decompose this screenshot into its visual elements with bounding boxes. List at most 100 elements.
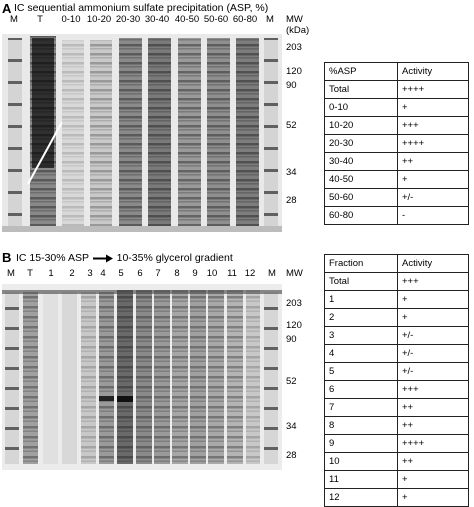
table-cell: +/-: [397, 188, 469, 207]
panel-b-mw-header: MW: [286, 268, 303, 279]
table-cell: 30-40: [324, 152, 398, 171]
lane-label: 40-50: [174, 14, 200, 25]
lane-label: M: [10, 14, 18, 25]
panel-b-activity-table: Fraction Activity Total +++ 1 + 2 + 3 +/- 4 +…: [324, 254, 469, 507]
table-cell: 2: [324, 308, 398, 327]
table-header-cell: %ASP: [324, 62, 398, 81]
mw-marker-label: 120: [286, 320, 302, 331]
table-cell: 4: [324, 344, 398, 363]
table-header-cell: Activity: [397, 254, 469, 273]
mw-marker-label: 28: [286, 450, 297, 461]
mw-marker-label: 28: [286, 195, 297, 206]
panel-a-letter: A: [2, 1, 12, 16]
lane-label: M: [266, 14, 274, 25]
table-cell: +/-: [397, 362, 469, 381]
table-cell: 10-20: [324, 116, 398, 135]
table-header-cell: Activity: [397, 62, 469, 81]
mw-marker-label: 203: [286, 298, 302, 309]
table-cell: 0-10: [324, 98, 398, 117]
table-cell: 11: [324, 470, 398, 489]
table-row: 1 +: [324, 290, 469, 309]
mw-marker-label: 90: [286, 334, 297, 345]
lane-label: 2: [69, 268, 75, 279]
table-cell: ++++: [397, 80, 469, 99]
table-cell: ++: [397, 452, 469, 471]
table-row: Total +++: [324, 272, 469, 291]
mw-marker-label: 52: [286, 376, 297, 387]
table-cell: +: [397, 170, 469, 189]
mw-marker-label: 90: [286, 80, 297, 91]
table-row: 20-30 ++++: [324, 134, 469, 153]
lane-label: 60-80: [232, 14, 258, 25]
lane-label: 8: [174, 268, 180, 279]
mw-header-label: MW: [286, 14, 303, 25]
mw-marker-label: 120: [286, 66, 302, 77]
lane-label: 9: [192, 268, 198, 279]
table-row: 4 +/-: [324, 344, 469, 363]
table-cell: +: [397, 470, 469, 489]
mw-marker-label: 52: [286, 120, 297, 131]
panel-a-activity-table: %ASP Activity Total ++++ 0-10 + 10-20 +++ 2…: [324, 62, 469, 225]
table-row: 8 ++: [324, 416, 469, 435]
table-header-cell: Fraction: [324, 254, 398, 273]
table-cell: +++: [397, 116, 469, 135]
table-row: 6 +++: [324, 380, 469, 399]
panel-b-title-right: 10-35% glycerol gradient: [116, 252, 233, 264]
table-cell: -: [397, 206, 469, 225]
table-header-row: Fraction Activity: [324, 254, 469, 273]
table-cell: Total: [324, 272, 398, 291]
panel-a-gel-image: [2, 34, 282, 232]
table-row: 60-80-: [324, 206, 469, 225]
table-cell: ++++: [397, 134, 469, 153]
lane-label: 10: [206, 268, 218, 279]
panel-b-letter: B: [2, 250, 12, 265]
table-row: 10 ++: [324, 452, 469, 471]
lane-label: 1: [48, 268, 54, 279]
panel-a-gel-svg: [2, 34, 282, 232]
table-header-row: %ASP Activity: [324, 62, 469, 81]
lane-label: M: [7, 268, 15, 279]
table-row: 50-60 +/-: [324, 188, 469, 207]
mw-marker-label: 34: [286, 421, 297, 432]
table-cell: ++: [397, 398, 469, 417]
table-cell: +/-: [397, 344, 469, 363]
table-row: 40-50 +: [324, 170, 469, 189]
table-row: 0-10 +: [324, 98, 469, 117]
lane-label: 6: [137, 268, 143, 279]
lane-label: T: [27, 268, 33, 279]
lane-label: T: [37, 14, 43, 25]
panel-b-gel-svg: [2, 284, 282, 470]
table-cell: +++: [397, 272, 469, 291]
panel-a-mw-header: MW (kDa): [286, 14, 309, 36]
panel-b-gel-image: [2, 284, 282, 470]
table-cell: 8: [324, 416, 398, 435]
mw-marker-label: 203: [286, 42, 302, 53]
table-cell: 6: [324, 380, 398, 399]
table-cell: +: [397, 488, 469, 507]
table-cell: ++: [397, 152, 469, 171]
table-cell: +: [397, 98, 469, 117]
arrow-right-icon: [92, 254, 113, 263]
table-cell: 7: [324, 398, 398, 417]
panel-b-title-left: IC 15-30% ASP: [16, 252, 89, 264]
lane-label: 30-40: [144, 14, 170, 25]
table-row: 10-20 +++: [324, 116, 469, 135]
table-cell: +++: [397, 380, 469, 399]
table-cell: +: [397, 290, 469, 309]
lane-label: 10-20: [86, 14, 112, 25]
panel-b-title: IC 15-30% ASP 10-35% glycerol gradient: [16, 252, 233, 264]
table-cell: 20-30: [324, 134, 398, 153]
table-row: Total ++++: [324, 80, 469, 99]
lane-label: M: [268, 268, 276, 279]
table-cell: Total: [324, 80, 398, 99]
table-cell: +/-: [397, 326, 469, 345]
lane-label: 11: [227, 268, 237, 279]
table-row: 3 +/-: [324, 326, 469, 345]
table-row: 9 ++++: [324, 434, 469, 453]
table-cell: 50-60: [324, 188, 398, 207]
table-cell: 40-50: [324, 170, 398, 189]
lane-label: 7: [155, 268, 161, 279]
table-cell: 1: [324, 290, 398, 309]
table-row: 11 +: [324, 470, 469, 489]
lane-label: 5: [118, 268, 124, 279]
